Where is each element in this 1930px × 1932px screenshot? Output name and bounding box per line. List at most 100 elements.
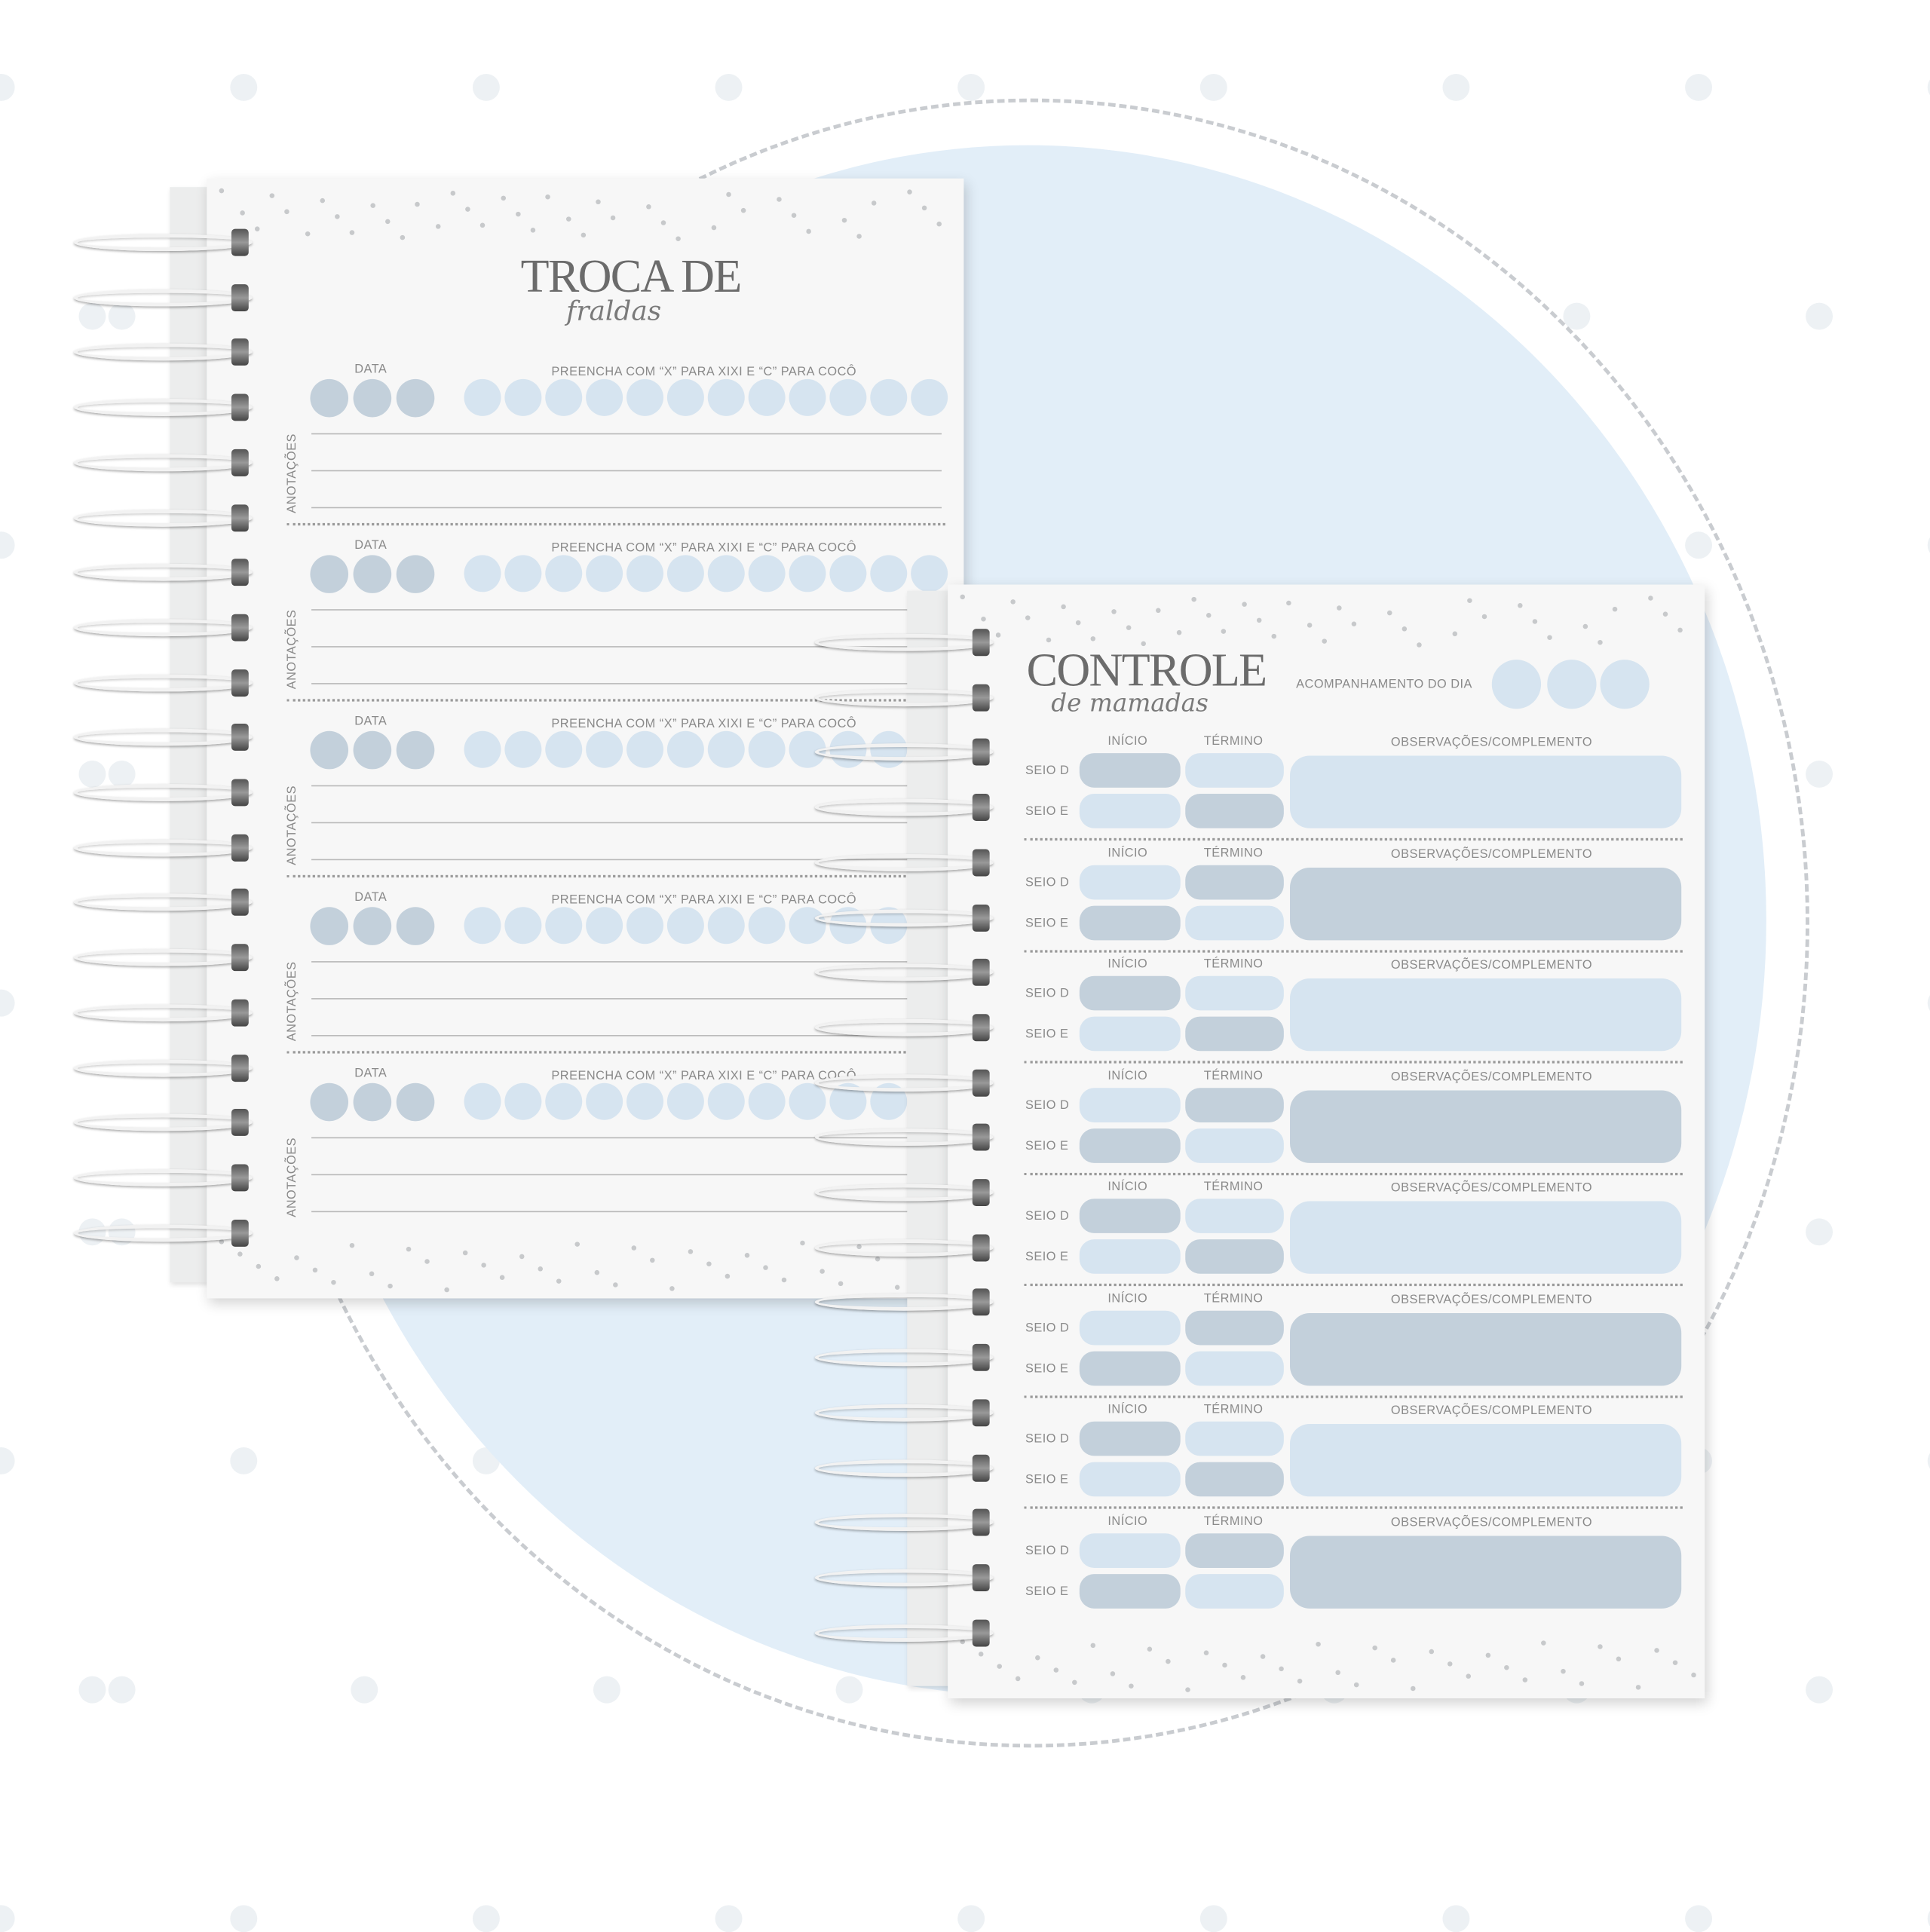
decorative-dot bbox=[1402, 626, 1408, 632]
instruction-label: PREENCHA COM “X” PARA XIXI E “C” PARA CO… bbox=[551, 893, 857, 908]
decorative-dot bbox=[650, 1257, 655, 1263]
change-circle bbox=[504, 1082, 542, 1120]
date-circle bbox=[396, 730, 435, 770]
instruction-label: PREENCHA COM “X” PARA XIXI E “C” PARA CO… bbox=[551, 717, 857, 731]
right-end-field bbox=[1185, 1532, 1284, 1568]
change-circle bbox=[626, 1082, 663, 1120]
spiral-clip bbox=[972, 1124, 990, 1152]
spiral-clip bbox=[231, 614, 249, 641]
change-circle bbox=[707, 1082, 745, 1120]
spiral-clip bbox=[231, 228, 249, 256]
day-circle bbox=[1491, 660, 1542, 709]
decorative-dot bbox=[1691, 1672, 1696, 1678]
decorative-dot bbox=[388, 1283, 393, 1289]
change-circle bbox=[545, 1082, 583, 1120]
right-end-field bbox=[1185, 975, 1284, 1011]
right-start-field bbox=[1079, 1309, 1181, 1345]
notes-label: OBSERVAÇÕES/COMPLEMENTO bbox=[1390, 1293, 1593, 1307]
change-circle bbox=[870, 555, 908, 592]
spiral-clip bbox=[231, 283, 249, 311]
start-label: INÍCIO bbox=[1107, 734, 1148, 749]
decorative-dot bbox=[237, 1251, 243, 1257]
decorative-dot bbox=[1547, 635, 1552, 640]
decorative-dot bbox=[1025, 615, 1031, 620]
spiral-clip bbox=[231, 669, 249, 697]
change-circle bbox=[707, 555, 745, 592]
change-circle bbox=[789, 907, 826, 945]
spiral-clip bbox=[972, 1398, 990, 1426]
decorative-dot bbox=[1518, 602, 1523, 608]
decorative-dot bbox=[1386, 610, 1392, 616]
decorative-dot bbox=[335, 214, 340, 219]
change-circle bbox=[911, 555, 948, 592]
spiral-clip bbox=[972, 1069, 990, 1097]
decorative-dot bbox=[921, 205, 927, 211]
change-circle bbox=[586, 555, 623, 592]
left-breast-label: SEIO E bbox=[1025, 1027, 1069, 1042]
spiral-ring bbox=[814, 1404, 994, 1422]
spiral-ring bbox=[73, 1003, 253, 1021]
notes-label: OBSERVAÇÕES/COMPLEMENTO bbox=[1390, 1181, 1593, 1196]
change-circle bbox=[789, 378, 826, 416]
decorative-dot bbox=[871, 201, 877, 206]
decorative-dot bbox=[1090, 636, 1096, 641]
date-circle bbox=[310, 730, 349, 770]
spiral-clip bbox=[972, 1508, 990, 1536]
decorative-dot bbox=[1612, 606, 1618, 612]
spiral-ring bbox=[814, 633, 994, 651]
change-circle bbox=[626, 555, 663, 592]
section-divider bbox=[286, 1051, 945, 1054]
left-start-field bbox=[1079, 1462, 1181, 1497]
background-dot bbox=[715, 73, 743, 101]
decorative-dot bbox=[1598, 639, 1603, 645]
decorative-dot bbox=[1176, 629, 1182, 635]
decorative-dot bbox=[1185, 1687, 1190, 1692]
background-dot bbox=[1685, 1905, 1713, 1932]
left-end-field bbox=[1185, 1239, 1284, 1274]
decorative-dot bbox=[1221, 629, 1227, 634]
spiral-clip bbox=[972, 904, 990, 932]
notes-field bbox=[1290, 1201, 1682, 1274]
background-dot bbox=[78, 760, 106, 788]
spiral-clip bbox=[972, 1453, 990, 1481]
start-label: INÍCIO bbox=[1107, 846, 1148, 860]
change-circle bbox=[789, 555, 826, 592]
change-circle bbox=[586, 378, 623, 416]
decorative-dot bbox=[711, 225, 717, 231]
spiral-ring bbox=[814, 743, 994, 761]
date-label: DATA bbox=[354, 539, 388, 553]
decorative-dot bbox=[1466, 1673, 1472, 1679]
feeding-section: INÍCIO TÉRMINO OBSERVAÇÕES/COMPLEMENTO SEIO… bbox=[948, 1403, 1705, 1514]
date-circle bbox=[310, 907, 349, 945]
page-subtitle: fraldas bbox=[566, 296, 662, 328]
spiral-ring bbox=[814, 1239, 994, 1257]
right-breast-label: SEIO D bbox=[1025, 764, 1070, 778]
left-start-field bbox=[1079, 794, 1181, 828]
spiral-ring bbox=[814, 1183, 994, 1202]
right-start-field bbox=[1079, 1532, 1181, 1568]
left-start-field bbox=[1079, 1350, 1181, 1385]
decorative-dot bbox=[256, 1263, 262, 1269]
date-circle bbox=[310, 555, 349, 593]
spiral-ring bbox=[73, 838, 253, 856]
spiral-clip bbox=[972, 1344, 990, 1371]
date-circle bbox=[396, 907, 435, 945]
decorative-dot bbox=[1417, 642, 1422, 648]
notes-line bbox=[311, 1174, 942, 1176]
feeding-section: INÍCIO TÉRMINO OBSERVAÇÕES/COMPLEMENTO SEIO… bbox=[948, 1180, 1705, 1291]
background-dot bbox=[0, 1447, 15, 1474]
decorative-dot bbox=[1616, 1656, 1622, 1662]
decorative-dot bbox=[424, 1259, 430, 1264]
background-dot bbox=[230, 73, 258, 101]
decorative-dot bbox=[763, 1265, 768, 1270]
change-circle bbox=[666, 907, 704, 945]
decorative-dot bbox=[1015, 1676, 1021, 1682]
decorative-dot bbox=[269, 193, 275, 198]
spiral-ring bbox=[73, 564, 253, 581]
decorative-dot bbox=[1452, 631, 1458, 637]
decorative-dot bbox=[240, 210, 245, 216]
left-breast-label: SEIO E bbox=[1025, 1250, 1069, 1264]
decorative-dot bbox=[1010, 599, 1016, 605]
decorative-dot bbox=[856, 234, 862, 239]
background-dot bbox=[230, 1447, 258, 1474]
